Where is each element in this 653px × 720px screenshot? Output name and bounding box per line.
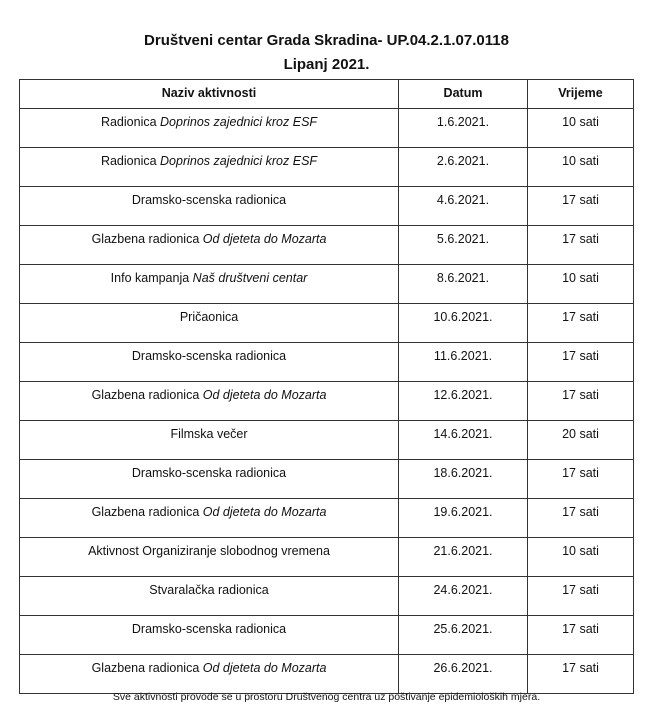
activity-name-italic: Doprinos zajednici kroz ESF (160, 154, 318, 168)
cell-time: 10 sati (527, 108, 634, 148)
footnote: Sve aktivnosti provode se u prostoru Dru… (112, 691, 541, 703)
activity-name-italic: Od djeteta do Mozarta (202, 388, 327, 402)
table-row: Aktivnost Organiziranje slobodnog vremen… (19, 537, 634, 577)
header-time: Vrijeme (527, 79, 634, 109)
activity-name: Glazbena radionica (91, 388, 203, 402)
table-row: Pričaonica 10.6.2021. 17 sati (19, 303, 634, 343)
cell-date: 8.6.2021. (398, 264, 528, 304)
activities-table: Naziv aktivnosti Datum Vrijeme Radionica… (19, 79, 634, 694)
cell-activity-name: Glazbena radionica Od djeteta do Mozarta (19, 654, 399, 694)
activity-name-italic: Doprinos zajednici kroz ESF (160, 115, 318, 129)
activity-name: Glazbena radionica (91, 505, 203, 519)
activity-name: Dramsko-scenska radionica (131, 349, 287, 363)
cell-date: 1.6.2021. (398, 108, 528, 148)
cell-time: 20 sati (527, 420, 634, 460)
document-subtitle: Lipanj 2021. (283, 56, 370, 73)
cell-date: 21.6.2021. (398, 537, 528, 577)
cell-date: 25.6.2021. (398, 615, 528, 655)
activity-name: Dramsko-scenska radionica (131, 466, 287, 480)
cell-date: 26.6.2021. (398, 654, 528, 694)
cell-date: 11.6.2021. (398, 342, 528, 382)
cell-date: 2.6.2021. (398, 147, 528, 187)
table-row: Dramsko-scenska radionica 25.6.2021. 17 sa… (19, 615, 634, 655)
cell-activity-name: Glazbena radionica Od djeteta do Mozarta (19, 381, 399, 421)
table-row: Glazbena radionica Od djeteta do Mozarta… (19, 498, 634, 538)
cell-time: 17 sati (527, 342, 634, 382)
cell-time: 17 sati (527, 576, 634, 616)
cell-time: 17 sati (527, 615, 634, 655)
table-row: Info kampanja Naš društveni centar 8.6.20… (19, 264, 634, 304)
table-row: Dramsko-scenska radionica 4.6.2021. 17 sat… (19, 186, 634, 226)
cell-time: 17 sati (527, 654, 634, 694)
activity-name-italic: Od djeteta do Mozarta (202, 661, 327, 675)
cell-activity-name: Glazbena radionica Od djeteta do Mozarta (19, 225, 399, 265)
cell-activity-name: Dramsko-scenska radionica (19, 615, 399, 655)
cell-activity-name: Dramsko-scenska radionica (19, 186, 399, 226)
activity-name: Filmska večer (170, 427, 248, 441)
cell-date: 10.6.2021. (398, 303, 528, 343)
cell-time: 17 sati (527, 459, 634, 499)
table-row: Glazbena radionica Od djeteta do Mozarta… (19, 654, 634, 694)
activity-name: Stvaralačka radionica (149, 583, 269, 597)
table-header-row: Naziv aktivnosti Datum Vrijeme (19, 79, 634, 109)
table-row: Glazbena radionica Od djeteta do Mozarta… (19, 381, 634, 421)
table-row: Radionica Doprinos zajednici kroz ESF 2.6… (19, 147, 634, 187)
table-row: Glazbena radionica Od djeteta do Mozarta… (19, 225, 634, 265)
cell-activity-name: Info kampanja Naš društveni centar (19, 264, 399, 304)
cell-activity-name: Radionica Doprinos zajednici kroz ESF (19, 108, 399, 148)
activity-name: Aktivnost Organiziranje slobodnog vremen… (88, 544, 330, 558)
cell-time: 17 sati (527, 498, 634, 538)
table-row: Radionica Doprinos zajednici kroz ESF 1.6… (19, 108, 634, 148)
cell-time: 17 sati (527, 381, 634, 421)
cell-time: 17 sati (527, 186, 634, 226)
header-date: Datum (398, 79, 528, 109)
activity-name: Dramsko-scenska radionica (131, 622, 287, 636)
cell-activity-name: Radionica Doprinos zajednici kroz ESF (19, 147, 399, 187)
cell-date: 5.6.2021. (398, 225, 528, 265)
activity-name: Radionica (100, 115, 161, 129)
cell-date: 24.6.2021. (398, 576, 528, 616)
activity-name: Radionica (100, 154, 161, 168)
cell-activity-name: Pričaonica (19, 303, 399, 343)
cell-time: 10 sati (527, 264, 634, 304)
cell-activity-name: Stvaralačka radionica (19, 576, 399, 616)
cell-time: 10 sati (527, 537, 634, 577)
cell-date: 19.6.2021. (398, 498, 528, 538)
activity-name: Dramsko-scenska radionica (131, 193, 287, 207)
cell-date: 12.6.2021. (398, 381, 528, 421)
cell-date: 14.6.2021. (398, 420, 528, 460)
cell-time: 17 sati (527, 303, 634, 343)
header-activity-name: Naziv aktivnosti (19, 79, 399, 109)
cell-activity-name: Dramsko-scenska radionica (19, 459, 399, 499)
cell-date: 18.6.2021. (398, 459, 528, 499)
table-row: Filmska večer 14.6.2021. 20 sati (19, 420, 634, 460)
activity-name: Pričaonica (179, 310, 239, 324)
activity-name-italic: Od djeteta do Mozarta (202, 232, 327, 246)
cell-date: 4.6.2021. (398, 186, 528, 226)
cell-activity-name: Aktivnost Organiziranje slobodnog vremen… (19, 537, 399, 577)
activity-name-italic: Od djeteta do Mozarta (202, 505, 327, 519)
document-title: Društveni centar Grada Skradina- UP.04.2… (144, 32, 509, 49)
table-row: Dramsko-scenska radionica 18.6.2021. 17 sa… (19, 459, 634, 499)
table-row: Stvaralačka radionica 24.6.2021. 17 sati (19, 576, 634, 616)
activity-name: Info kampanja (110, 271, 193, 285)
activity-name: Glazbena radionica (91, 661, 203, 675)
cell-activity-name: Glazbena radionica Od djeteta do Mozarta (19, 498, 399, 538)
cell-time: 17 sati (527, 225, 634, 265)
activity-name-italic: Naš društveni centar (192, 271, 308, 285)
cell-time: 10 sati (527, 147, 634, 187)
activity-name: Glazbena radionica (91, 232, 203, 246)
cell-activity-name: Dramsko-scenska radionica (19, 342, 399, 382)
table-row: Dramsko-scenska radionica 11.6.2021. 17 sa… (19, 342, 634, 382)
cell-activity-name: Filmska večer (19, 420, 399, 460)
